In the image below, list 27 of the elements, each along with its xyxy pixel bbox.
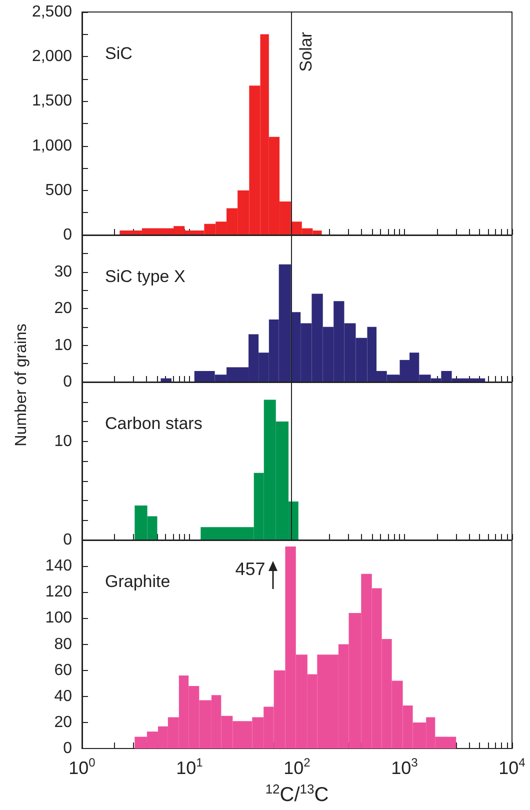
ref-line-label: Solar — [296, 32, 316, 72]
y-tick-label: 100 — [45, 610, 72, 627]
y-tick-label: 80 — [54, 636, 72, 653]
y-axis-title: Number of grains — [13, 324, 31, 446]
text: SiC type X — [105, 267, 186, 286]
y-tick-label: 60 — [54, 662, 72, 679]
annotation: 457 — [235, 558, 266, 580]
y-tick-label: 2,500 — [32, 4, 72, 20]
text: SiC — [105, 44, 132, 63]
y-tick-label: 2,000 — [32, 48, 72, 66]
y-tick-label: 0 — [63, 532, 72, 548]
y-tick-label: 20 — [54, 300, 72, 317]
y-tick-label: 0 — [63, 226, 72, 244]
y-tick-label: 1,000 — [32, 137, 72, 154]
text: Graphite — [105, 572, 170, 591]
y-tick-label: 500 — [45, 182, 72, 199]
y-tick-label: 0 — [63, 374, 72, 390]
y-tick-label: 140 — [45, 558, 72, 575]
y-tick-label: 10 — [54, 432, 72, 450]
y-tick-label: 30 — [54, 263, 72, 280]
y-tick-label: 40 — [54, 688, 72, 705]
text: Carbon stars — [105, 414, 202, 433]
y-tick-label: 20 — [54, 714, 72, 731]
y-tick-label: 10 — [54, 336, 72, 354]
y-tick-label: 0 — [63, 740, 72, 757]
y-tick-label: 1,500 — [32, 92, 72, 110]
y-tick-label: 120 — [45, 584, 72, 601]
